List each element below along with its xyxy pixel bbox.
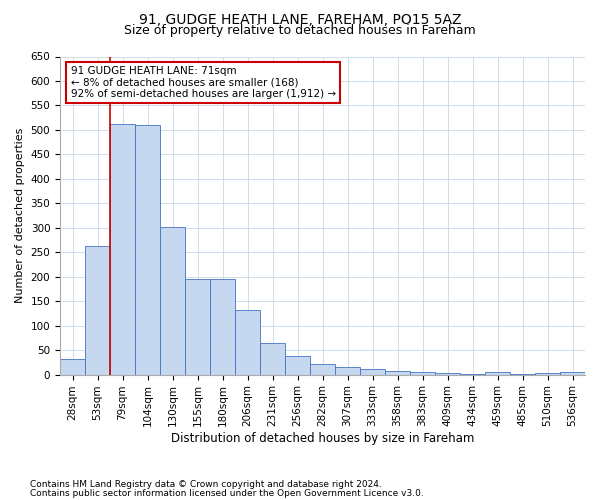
Bar: [260, 343, 285, 374]
Bar: [385, 371, 410, 374]
Bar: [235, 310, 260, 374]
Bar: [160, 228, 185, 374]
Bar: [485, 372, 510, 374]
Bar: [535, 372, 560, 374]
Bar: [435, 372, 460, 374]
Bar: [135, 125, 160, 374]
Bar: [285, 356, 310, 374]
Bar: [210, 278, 235, 374]
Text: 91 GUDGE HEATH LANE: 71sqm
← 8% of detached houses are smaller (168)
92% of semi: 91 GUDGE HEATH LANE: 71sqm ← 8% of detac…: [71, 66, 335, 99]
Bar: [335, 368, 360, 374]
Text: Size of property relative to detached houses in Fareham: Size of property relative to detached ho…: [124, 24, 476, 37]
Bar: [560, 372, 585, 374]
Bar: [310, 364, 335, 374]
X-axis label: Distribution of detached houses by size in Fareham: Distribution of detached houses by size …: [171, 432, 474, 445]
Bar: [360, 369, 385, 374]
Bar: [185, 278, 210, 374]
Bar: [60, 360, 85, 374]
Text: Contains HM Land Registry data © Crown copyright and database right 2024.: Contains HM Land Registry data © Crown c…: [30, 480, 382, 489]
Text: Contains public sector information licensed under the Open Government Licence v3: Contains public sector information licen…: [30, 490, 424, 498]
Bar: [110, 124, 135, 374]
Y-axis label: Number of detached properties: Number of detached properties: [15, 128, 25, 303]
Bar: [410, 372, 435, 374]
Text: 91, GUDGE HEATH LANE, FAREHAM, PO15 5AZ: 91, GUDGE HEATH LANE, FAREHAM, PO15 5AZ: [139, 12, 461, 26]
Bar: [85, 246, 110, 374]
